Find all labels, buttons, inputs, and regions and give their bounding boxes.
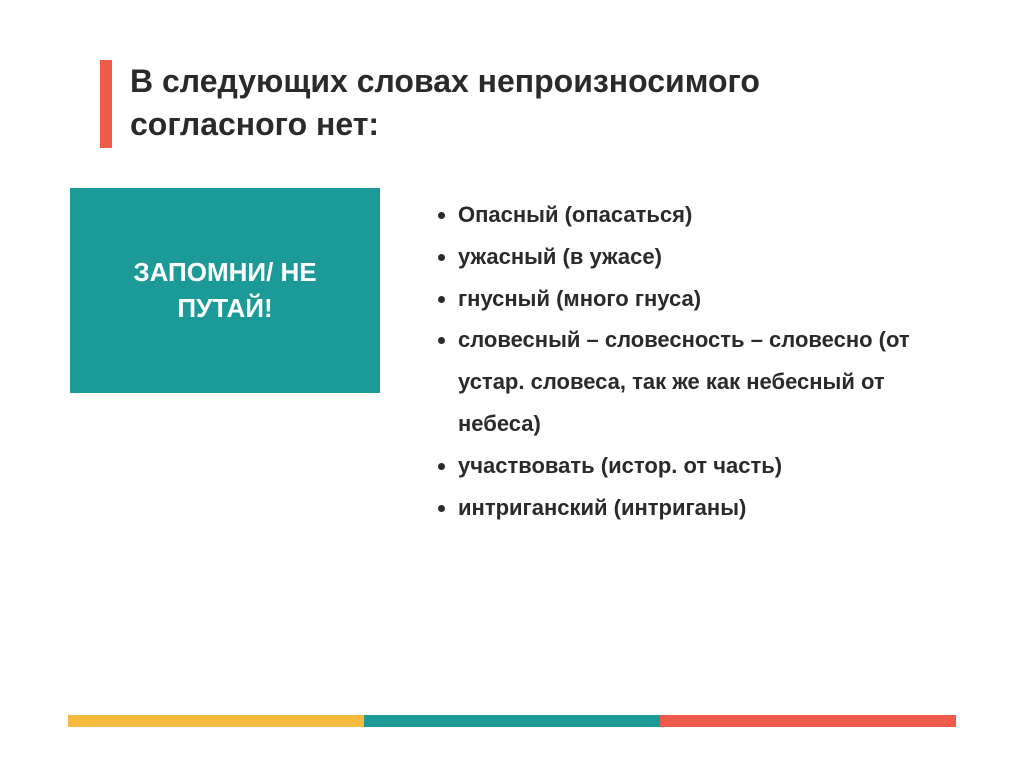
list-item: ужасный (в ужасе) [458, 236, 924, 278]
list-item: Опасный (опасаться) [458, 194, 924, 236]
stripe-yellow [68, 715, 364, 727]
list-item: словесный – словесность – словесно (от у… [458, 319, 924, 444]
list-item: участвовать (истор. от часть) [458, 445, 924, 487]
callout-text: ЗАПОМНИ/ НЕ ПУТАЙ! [90, 255, 360, 325]
callout-box: ЗАПОМНИ/ НЕ ПУТАЙ! [70, 188, 380, 393]
slide-header: В следующих словах непроизносимого согла… [0, 0, 1024, 148]
slide-title: В следующих словах непроизносимого согла… [130, 60, 924, 146]
list-item: гнусный (много гнуса) [458, 278, 924, 320]
bullet-list: Опасный (опасаться) ужасный (в ужасе) гн… [430, 188, 924, 528]
slide-content: ЗАПОМНИ/ НЕ ПУТАЙ! Опасный (опасаться) у… [0, 148, 1024, 528]
stripe-orange [660, 715, 956, 727]
stripe-teal [364, 715, 660, 727]
footer-stripe [68, 715, 956, 727]
accent-bar [100, 60, 112, 148]
list-item: интриганский (интриганы) [458, 487, 924, 529]
